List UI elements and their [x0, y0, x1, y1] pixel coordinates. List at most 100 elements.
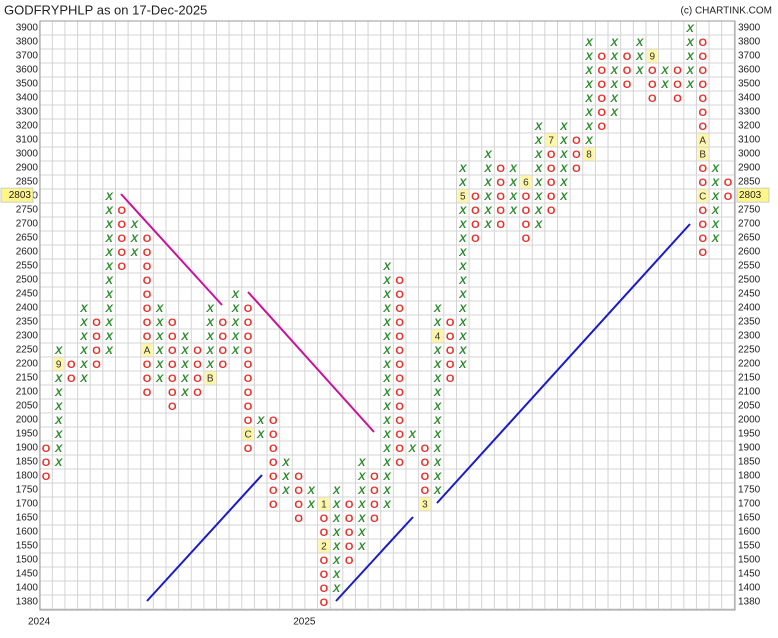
o-box: O — [698, 219, 707, 231]
o-box: O — [244, 401, 253, 413]
x-box: X — [332, 555, 341, 567]
y-tick-label: 2200 — [16, 359, 39, 370]
o-box: O — [724, 177, 733, 189]
x-box: X — [382, 499, 391, 511]
o-box: O — [193, 373, 202, 385]
plot: OOOX9XXXXXXXOOXXXXXXOOOOXXXXXXXXXXXXOOOO… — [42, 23, 733, 609]
y-tick-label: 1900 — [16, 443, 39, 454]
y-tick-label: 3400 — [16, 93, 39, 104]
x-box: X — [180, 387, 189, 399]
month-marker-bg — [545, 133, 557, 147]
o-box: O — [471, 233, 480, 245]
y-tick-label: 2000 — [16, 415, 39, 426]
y-tick-label: 1950 — [16, 429, 39, 440]
x-box: X — [483, 177, 492, 189]
x-box: X — [433, 457, 442, 469]
last-price: 2803 — [739, 190, 762, 201]
x-box: X — [382, 261, 391, 273]
y-tick-label: 1900 — [738, 443, 761, 454]
y-tick-label: 2750 — [738, 205, 761, 216]
x-box: X — [307, 499, 316, 511]
x-box: X — [610, 51, 619, 63]
y-tick-label: 2200 — [738, 359, 761, 370]
x-box: X — [458, 345, 467, 357]
o-box: O — [143, 373, 152, 385]
x-box: X — [408, 429, 417, 441]
o-box: O — [67, 373, 76, 385]
x-box: X — [458, 219, 467, 231]
x-box: X — [54, 373, 63, 385]
o-box: O — [269, 429, 278, 441]
month-marker-bg — [697, 189, 709, 203]
y-tick-label: 2600 — [16, 247, 39, 258]
o-box: O — [219, 331, 228, 343]
o-box: O — [92, 359, 101, 371]
x-box: X — [483, 191, 492, 203]
month-marker-bg — [141, 343, 153, 357]
o-box: O — [648, 93, 657, 105]
o-box: O — [446, 373, 455, 385]
y-tick-label: 1500 — [16, 555, 39, 566]
x-box: X — [559, 135, 568, 147]
x-box: X — [357, 485, 366, 497]
y-tick-label: 1500 — [738, 555, 761, 566]
x-box: X — [433, 359, 442, 371]
month-marker-bg — [432, 329, 444, 343]
x-box: X — [458, 275, 467, 287]
month-marker: 2 — [321, 542, 327, 553]
o-box: O — [143, 317, 152, 329]
y-tick-label: 2050 — [738, 401, 761, 412]
o-box: O — [244, 373, 253, 385]
x-box: X — [130, 219, 139, 231]
y-tick-label: 3500 — [738, 79, 761, 90]
month-marker: 5 — [460, 192, 466, 203]
y-tick-label: 3100 — [738, 135, 761, 146]
o-box: O — [572, 149, 581, 161]
o-box: O — [244, 345, 253, 357]
y-tick-label: 3600 — [738, 65, 761, 76]
y-tick-label: 2650 — [738, 233, 761, 244]
o-box: O — [547, 177, 556, 189]
o-box: O — [496, 163, 505, 175]
x-box: X — [206, 303, 215, 315]
x-box: X — [382, 331, 391, 343]
y-tick-label: 1700 — [738, 499, 761, 510]
y-tick-label: 2100 — [16, 387, 39, 398]
x-box: X — [231, 317, 240, 329]
o-box: O — [42, 471, 51, 483]
y-tick-label: 2300 — [16, 331, 39, 342]
y-tick-label: 1650 — [738, 513, 761, 524]
pnf-column: XX — [408, 429, 417, 455]
y-tick-label: 1450 — [16, 569, 39, 580]
x-box: X — [433, 485, 442, 497]
x-box: X — [458, 163, 467, 175]
y-tick-label: 3400 — [738, 93, 761, 104]
resistance-line — [247, 291, 375, 433]
o-box: O — [168, 401, 177, 413]
x-box: X — [206, 359, 215, 371]
y-tick-label: 1850 — [738, 457, 761, 468]
x-box: X — [54, 387, 63, 399]
y-tick-label: 2250 — [738, 345, 761, 356]
x-box: X — [382, 443, 391, 455]
y-tick-label: 1450 — [738, 569, 761, 580]
o-box: O — [92, 345, 101, 357]
x-box: X — [79, 359, 88, 371]
x-box: X — [256, 415, 265, 427]
support-line — [335, 516, 414, 602]
y-tick-label: 1550 — [738, 541, 761, 552]
o-box: O — [623, 79, 632, 91]
o-box: O — [421, 443, 430, 455]
o-box: O — [294, 499, 303, 511]
x-box: X — [685, 23, 694, 35]
x-box: X — [54, 345, 63, 357]
x-box: X — [534, 121, 543, 133]
